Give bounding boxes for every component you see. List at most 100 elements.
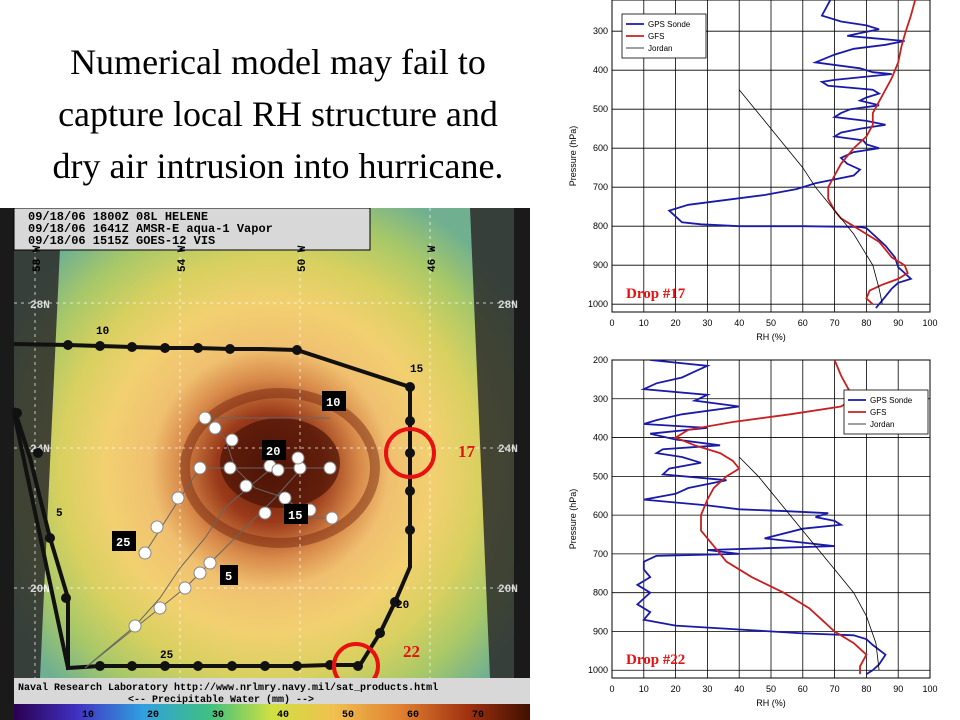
y-tick-label: 300 (593, 26, 608, 36)
drop-17-label: Drop #17 (626, 286, 686, 302)
x-tick-label: 0 (609, 318, 614, 328)
drop-22-label: Drop #22 (626, 652, 686, 668)
y-tick-label: 400 (593, 65, 608, 75)
legend-entry: GFS (870, 408, 886, 417)
legend: GPS Sonde GFS Jordan (621, 13, 707, 59)
colorbar-tick-label: 20 (147, 710, 159, 720)
longitude-label: 50 W (297, 245, 309, 272)
sounding-plot-drop-22: 0 10 20 30 40 50 60 70 80 90 100 200 300 400 500 600 700… (560, 352, 960, 720)
x-tick-label: 0 (609, 684, 614, 694)
satellite-footer-line: <-- Precipitable Water (mm) --> (128, 694, 314, 706)
x-axis-label: RH (%) (756, 332, 786, 342)
x-tick-label: 40 (734, 318, 744, 328)
y-tick-label: 300 (593, 394, 608, 404)
x-tick-label: 10 (639, 684, 649, 694)
pattern-label: 5 (225, 570, 232, 584)
y-tick-label: 500 (593, 104, 608, 114)
longitude-label: 54 W (177, 245, 189, 272)
y-tick-label: 600 (593, 510, 608, 520)
satellite-header-line: 09/18/06 1515Z GOES-12 VIS (28, 234, 215, 248)
track-time-label: 10 (96, 326, 109, 338)
y-tick-label: 800 (593, 588, 608, 598)
x-tick-label: 40 (734, 684, 744, 694)
sounding-chart-drop-17: 0 10 20 30 40 50 60 70 80 90 100 300 400 500 600 700 800… (568, 0, 938, 342)
y-tick-label: 700 (593, 549, 608, 559)
precipitable-water-colorbar (14, 704, 530, 720)
x-tick-label: 20 (671, 318, 681, 328)
colorbar-tick-label: 40 (277, 710, 289, 720)
longitude-label: 46 W (427, 245, 439, 272)
title-line-2: capture local RH structure and (58, 94, 498, 134)
sounding-chart-drop-22: 0 10 20 30 40 50 60 70 80 90 100 200 300 400 500 600 700… (568, 355, 938, 708)
colorbar-tick-label: 60 (407, 710, 419, 720)
track-time-label: 15 (410, 364, 424, 376)
pattern-label: 20 (266, 445, 280, 459)
y-tick-label: 600 (593, 143, 608, 153)
drop-17-marker-circle (384, 427, 436, 479)
colorbar-tick-label: 70 (472, 710, 484, 720)
y-tick-label: 200 (593, 355, 608, 365)
satellite-image-panel: 09/18/06 1800Z 08L HELENE 09/18/06 1641Z… (0, 208, 530, 720)
legend-entry: GPS Sonde (648, 20, 691, 29)
flight-track-drop-points (12, 340, 415, 671)
plot-grid (611, 359, 931, 678)
x-tick-label: 70 (830, 684, 840, 694)
y-tick-label: 700 (593, 182, 608, 192)
drop-22-number: 22 (403, 642, 420, 661)
y-tick-label: 800 (593, 221, 608, 231)
x-tick-label: 60 (798, 318, 808, 328)
x-tick-label: 80 (861, 684, 871, 694)
title-line-1: Numerical model may fail to (70, 42, 486, 82)
x-tick-label: 100 (922, 318, 937, 328)
sounding-plot-drop-17: 0 10 20 30 40 50 60 70 80 90 100 300 400 500 600 700 800… (560, 0, 960, 352)
latitude-label: 28N (498, 300, 518, 312)
series-line-jordan (738, 456, 880, 671)
x-tick-label: 50 (766, 318, 776, 328)
colorbar-tick-label: 10 (82, 710, 94, 720)
latitude-label: 20N (30, 584, 50, 596)
x-tick-label: 70 (830, 318, 840, 328)
colorbar-tick-label: 30 (212, 710, 224, 720)
pattern-label: 25 (116, 536, 130, 550)
x-tick-label: 100 (922, 684, 937, 694)
legend-entry: Jordan (648, 44, 672, 53)
x-axis-label: RH (%) (756, 698, 786, 708)
pattern-label: 10 (326, 396, 340, 410)
legend: GPS Sonde GFS Jordan (843, 389, 929, 435)
pattern-label: 15 (288, 509, 302, 523)
flight-track-west-leg (12, 412, 70, 669)
pattern-label-group: 10 20 15 25 5 (112, 391, 346, 585)
y-tick-label: 1000 (588, 665, 608, 675)
x-tick-label: 80 (861, 318, 871, 328)
y-tick-label: 400 (593, 433, 608, 443)
series-line-gps-sonde (667, 0, 913, 309)
drop-17-number: 17 (458, 442, 475, 461)
satellite-footer-box (14, 678, 530, 704)
series-line-gfs (673, 360, 868, 675)
x-tick-label: 30 (702, 318, 712, 328)
y-axis-label: Pressure (hPa) (568, 126, 578, 187)
latitude-label: 24N (498, 444, 518, 456)
inner-pattern-drop-points (128, 411, 339, 633)
x-tick-label: 90 (893, 684, 903, 694)
satellite-header-line: 09/18/06 1641Z AMSR-E aqua-1 Vapor (28, 222, 273, 236)
legend-entry: GFS (648, 32, 664, 41)
satellite-image: 09/18/06 1800Z 08L HELENE 09/18/06 1641Z… (0, 208, 530, 720)
y-tick-label: 900 (593, 626, 608, 636)
satellite-header-line: 09/18/06 1800Z 08L HELENE (28, 210, 208, 224)
x-tick-label: 90 (893, 318, 903, 328)
y-axis-label: Pressure (hPa) (568, 489, 578, 550)
series-line-gps-sonde (635, 360, 887, 675)
satellite-header-box (13, 208, 371, 251)
series-line-jordan (738, 89, 883, 305)
colorbar-tick-label: 50 (342, 710, 354, 720)
latitude-label: 28N (30, 300, 50, 312)
x-tick-label: 30 (702, 684, 712, 694)
y-tick-label: 1000 (588, 299, 608, 309)
y-tick-label: 500 (593, 471, 608, 481)
x-tick-label: 60 (798, 684, 808, 694)
track-time-label: 25 (160, 650, 174, 662)
latitude-label: 20N (498, 584, 518, 596)
legend-entry: Jordan (870, 420, 894, 429)
x-tick-label: 20 (671, 684, 681, 694)
